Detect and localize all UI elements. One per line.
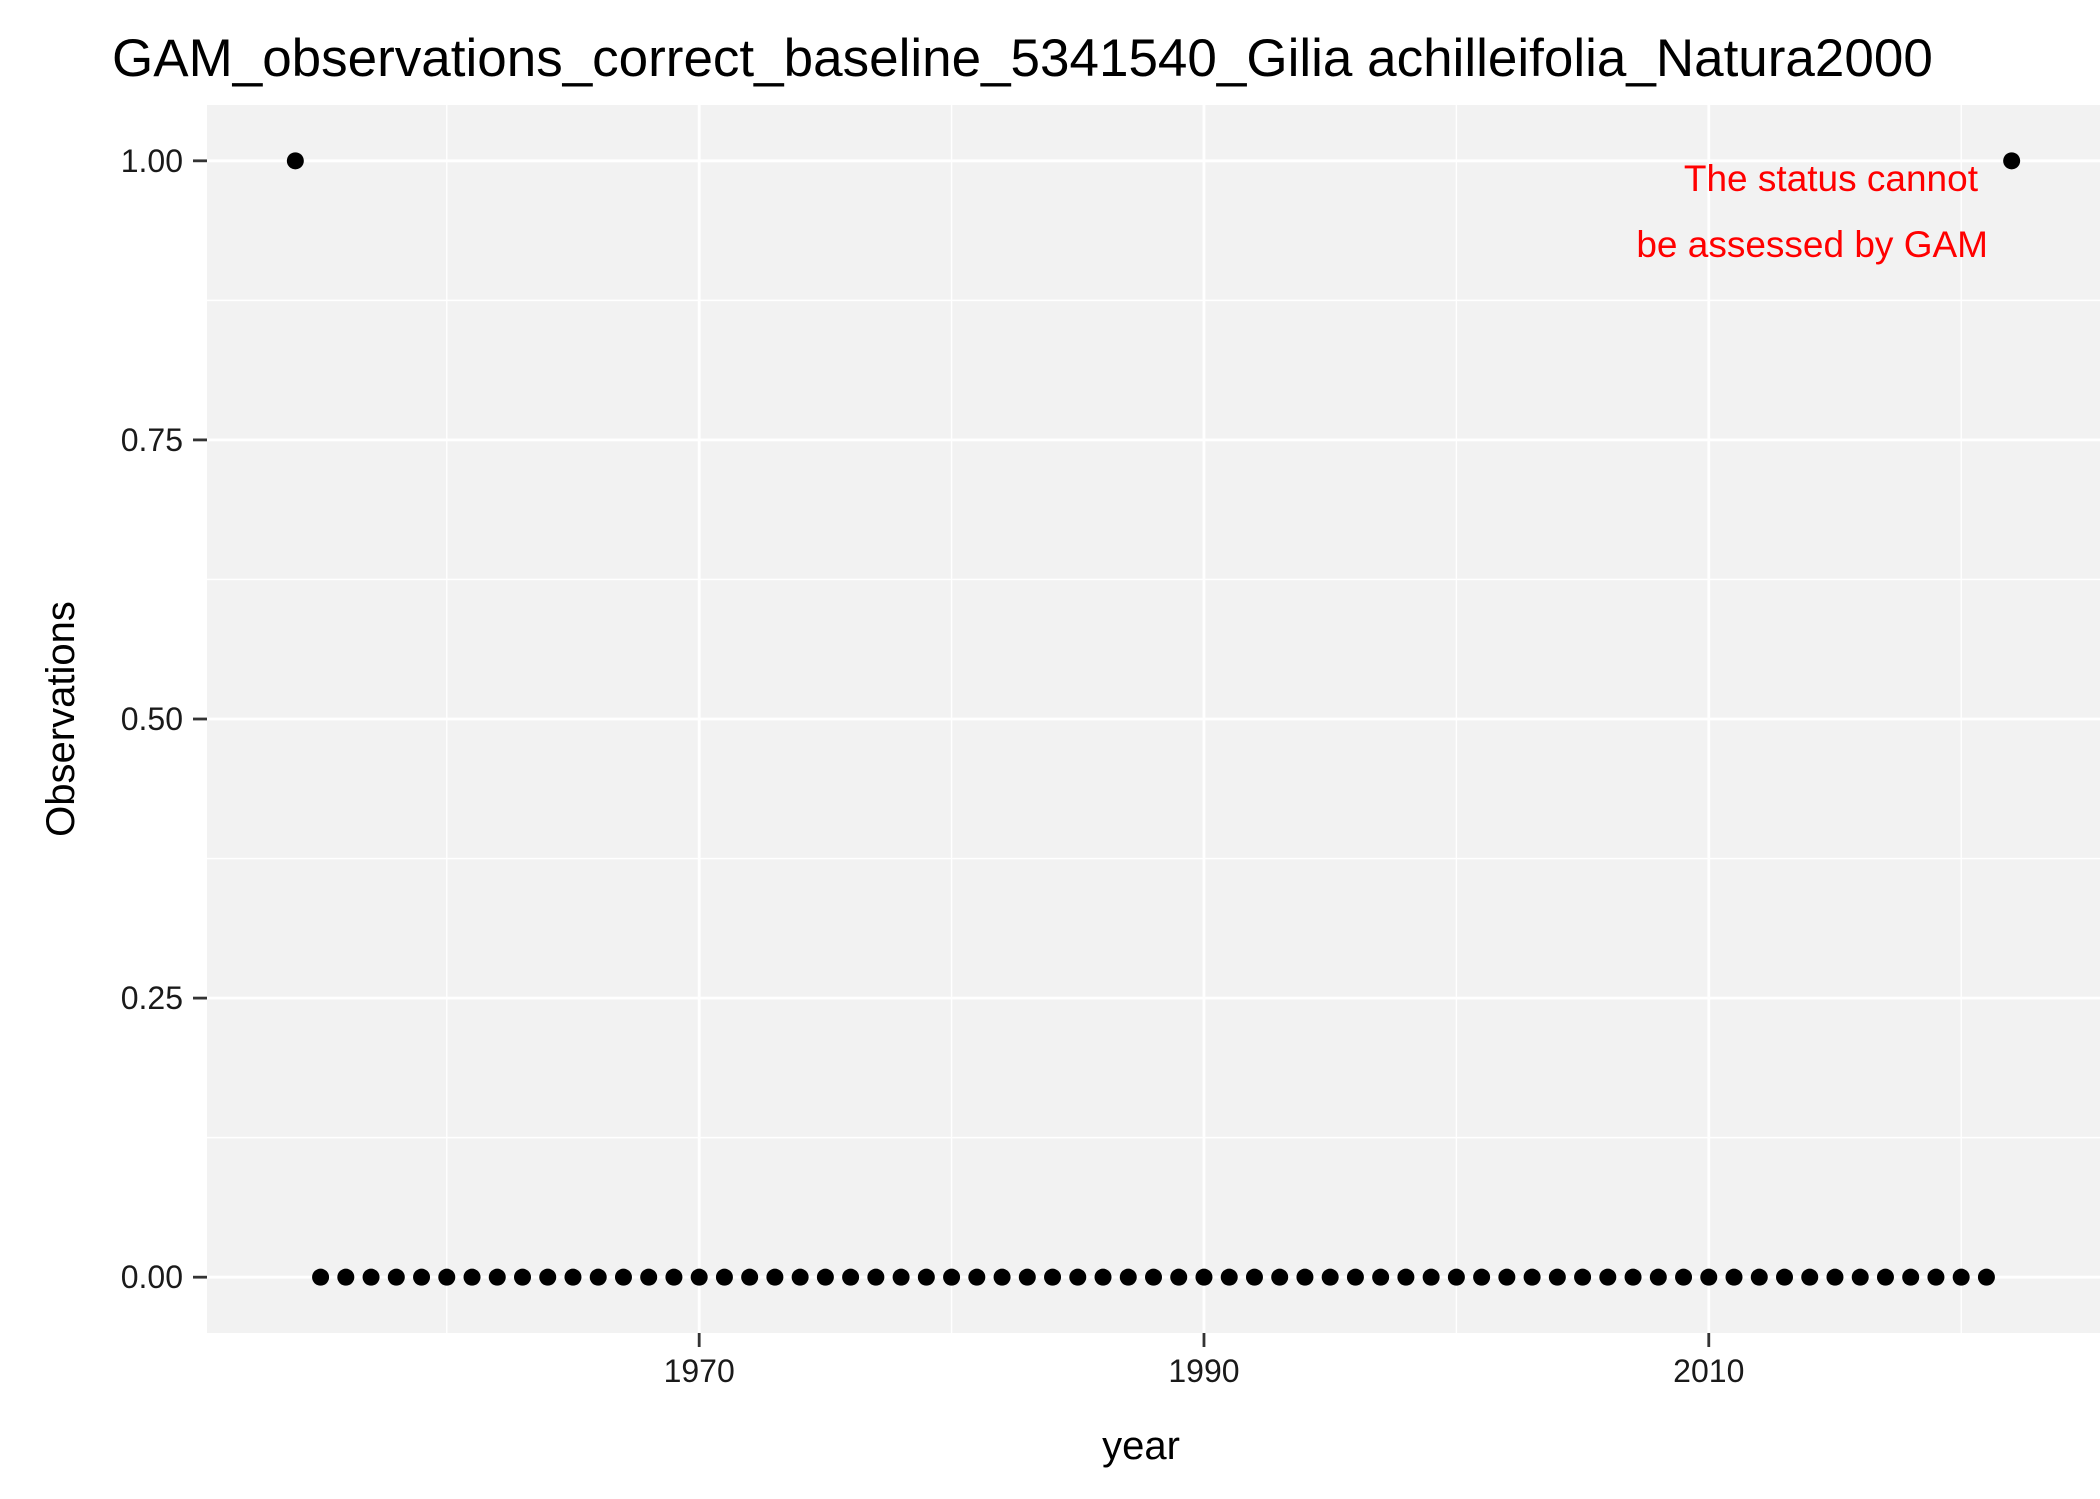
data-point xyxy=(1523,1268,1541,1286)
data-point xyxy=(564,1268,582,1286)
data-point xyxy=(463,1268,481,1286)
data-point xyxy=(1851,1268,1869,1286)
data-point xyxy=(1220,1268,1238,1286)
data-point xyxy=(312,1268,330,1286)
data-point xyxy=(1902,1268,1920,1286)
data-point xyxy=(1145,1268,1162,1286)
data-point xyxy=(589,1268,607,1286)
data-point xyxy=(1094,1268,1112,1286)
y-tick-label: 0.25 xyxy=(121,980,183,1016)
data-point xyxy=(715,1268,733,1286)
data-point xyxy=(741,1268,759,1286)
data-point xyxy=(1801,1268,1819,1286)
data-points xyxy=(286,152,2021,1286)
data-point xyxy=(867,1268,885,1286)
data-point xyxy=(842,1268,860,1286)
data-point xyxy=(816,1268,834,1286)
data-point xyxy=(1700,1268,1718,1286)
y-tick-label: 1.00 xyxy=(121,143,183,179)
data-point xyxy=(614,1268,632,1286)
data-point xyxy=(1069,1268,1087,1286)
data-point xyxy=(766,1268,784,1286)
data-point xyxy=(690,1268,708,1286)
y-axis-title: Observations xyxy=(39,601,83,837)
data-point xyxy=(1675,1268,1693,1286)
data-point xyxy=(1826,1268,1844,1286)
grid-layer xyxy=(207,105,2100,1333)
data-point xyxy=(1574,1268,1592,1286)
data-point xyxy=(1649,1268,1667,1286)
data-point xyxy=(1195,1268,1213,1286)
data-point xyxy=(1750,1268,1768,1286)
data-point xyxy=(1952,1268,1970,1286)
data-point xyxy=(968,1268,986,1286)
data-point xyxy=(1372,1268,1390,1286)
data-point xyxy=(791,1268,809,1286)
data-point xyxy=(362,1268,380,1286)
data-point xyxy=(943,1268,961,1286)
data-point xyxy=(1473,1268,1491,1286)
data-point xyxy=(993,1268,1011,1286)
data-point xyxy=(1245,1268,1263,1286)
data-point xyxy=(1422,1268,1440,1286)
data-point xyxy=(438,1268,456,1286)
data-point xyxy=(1346,1268,1364,1286)
data-point xyxy=(1044,1268,1062,1286)
data-point xyxy=(337,1268,355,1286)
x-tick-label: 2010 xyxy=(1673,1353,1744,1389)
data-point xyxy=(1498,1268,1516,1286)
data-point xyxy=(286,152,304,170)
data-point xyxy=(413,1268,431,1286)
data-point xyxy=(514,1268,531,1286)
data-point xyxy=(1296,1268,1314,1286)
x-axis-title: year xyxy=(1102,1424,1180,1468)
data-point xyxy=(665,1268,683,1286)
data-point xyxy=(1271,1268,1289,1286)
data-point xyxy=(1725,1268,1743,1286)
data-point xyxy=(1018,1268,1036,1286)
x-tick-label: 1990 xyxy=(1168,1353,1239,1389)
data-point xyxy=(1977,1268,1995,1286)
y-tick-label: 0.50 xyxy=(121,701,183,737)
data-point xyxy=(892,1268,910,1286)
x-tick-label: 1970 xyxy=(664,1353,735,1389)
data-point xyxy=(1624,1268,1642,1286)
data-point xyxy=(1397,1268,1415,1286)
data-point xyxy=(1447,1268,1465,1286)
data-point xyxy=(539,1268,557,1286)
data-point xyxy=(1776,1268,1793,1286)
data-point xyxy=(1119,1268,1137,1286)
annotation-line-2: be assessed by GAM xyxy=(1636,224,1988,265)
data-point xyxy=(1321,1268,1339,1286)
data-point xyxy=(488,1268,506,1286)
data-point xyxy=(1927,1268,1945,1286)
y-tick-label: 0.75 xyxy=(121,422,183,458)
y-tick-label: 0.00 xyxy=(121,1259,183,1295)
data-point xyxy=(1548,1268,1566,1286)
data-point xyxy=(1170,1268,1188,1286)
data-point xyxy=(1599,1268,1617,1286)
data-point xyxy=(387,1268,405,1286)
axis-layer: 0.00 0.25 0.50 0.75 1.00 1970 1990 2010 xyxy=(121,143,1745,1389)
annotation-line-1: The status cannot xyxy=(1684,158,1979,199)
data-point xyxy=(2003,152,2021,170)
chart-title: GAM_observations_correct_baseline_534154… xyxy=(112,29,1933,88)
data-point xyxy=(917,1268,935,1286)
data-point xyxy=(640,1268,658,1286)
data-point xyxy=(1876,1268,1894,1286)
